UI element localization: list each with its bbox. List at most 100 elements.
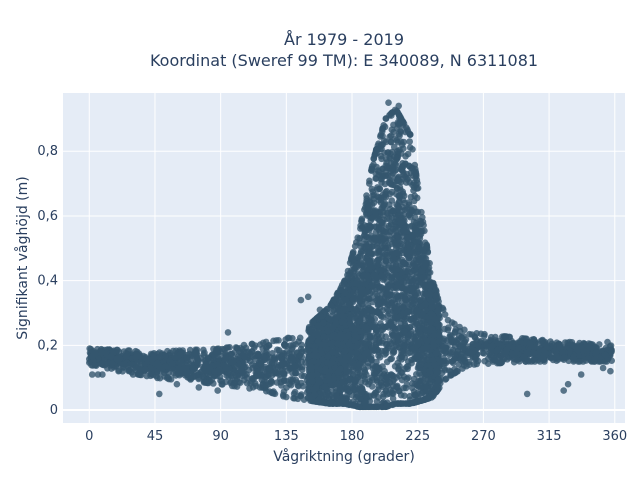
data-point: [411, 351, 418, 358]
data-point: [342, 354, 349, 361]
data-point: [366, 178, 373, 185]
data-point: [173, 372, 180, 379]
data-point: [362, 369, 369, 376]
data-point: [351, 266, 358, 273]
data-point: [393, 242, 400, 249]
data-point: [391, 160, 398, 167]
data-point: [224, 372, 231, 379]
data-point: [388, 112, 395, 119]
data-point: [373, 327, 380, 334]
data-point: [454, 368, 461, 375]
data-point: [434, 369, 441, 376]
data-point: [390, 378, 397, 385]
data-point: [515, 345, 522, 352]
data-point: [257, 368, 264, 375]
data-point: [441, 365, 448, 372]
data-point: [233, 344, 240, 351]
data-point: [456, 324, 463, 331]
data-point: [362, 244, 369, 251]
data-point: [290, 357, 297, 364]
data-point: [415, 340, 422, 347]
data-point: [298, 349, 305, 356]
data-point: [241, 354, 248, 361]
data-point: [266, 365, 273, 372]
data-point: [374, 280, 381, 287]
data-point: [394, 400, 401, 407]
data-point: [501, 355, 508, 362]
data-point: [419, 228, 426, 235]
data-point: [390, 347, 397, 354]
data-point: [406, 138, 413, 145]
data-point: [492, 337, 499, 344]
data-point: [369, 299, 376, 306]
data-point: [408, 360, 415, 367]
data-point: [298, 393, 305, 400]
data-point: [134, 360, 141, 367]
data-point: [426, 265, 433, 272]
data-point: [517, 338, 524, 345]
data-point: [396, 363, 403, 370]
data-point: [391, 219, 398, 226]
data-point: [374, 184, 381, 191]
data-point: [398, 392, 405, 399]
data-point: [387, 168, 394, 175]
data-point: [342, 348, 349, 355]
data-point: [447, 371, 454, 378]
data-point: [164, 375, 171, 382]
data-point: [580, 347, 587, 354]
data-point: [342, 296, 349, 303]
data-point: [190, 366, 197, 373]
data-point: [323, 392, 330, 399]
data-point: [250, 376, 257, 383]
data-point: [447, 337, 454, 344]
data-point: [246, 385, 253, 392]
data-point: [246, 367, 253, 374]
data-point: [402, 261, 409, 268]
data-point: [603, 352, 610, 359]
data-point: [350, 250, 357, 257]
data-point: [434, 387, 441, 394]
data-point: [395, 148, 402, 155]
data-point: [359, 301, 366, 308]
data-point: [391, 232, 398, 239]
data-point: [382, 191, 389, 198]
data-point: [414, 195, 421, 202]
data-point: [462, 357, 469, 364]
data-point: [328, 398, 335, 405]
data-point: [291, 395, 298, 402]
data-point: [380, 391, 387, 398]
data-point: [352, 401, 359, 408]
data-point: [382, 245, 389, 252]
data-point: [549, 341, 556, 348]
data-point: [288, 378, 295, 385]
data-point: [425, 387, 432, 394]
data-point: [524, 350, 531, 357]
data-point: [309, 378, 316, 385]
chart-title-line2: Koordinat (Sweref 99 TM): E 340089, N 63…: [150, 51, 538, 70]
data-point: [409, 272, 416, 279]
data-point: [276, 352, 283, 359]
data-point: [378, 153, 385, 160]
data-point: [550, 357, 557, 364]
data-point: [401, 228, 408, 235]
data-point: [363, 404, 370, 411]
data-point: [415, 258, 422, 265]
data-point: [396, 121, 403, 128]
data-point: [409, 146, 416, 153]
data-point: [269, 390, 276, 397]
data-point: [362, 376, 369, 383]
data-point: [418, 351, 425, 358]
data-point: [172, 354, 179, 361]
data-point: [123, 353, 130, 360]
data-point: [402, 129, 409, 136]
data-point: [367, 398, 374, 405]
data-point: [367, 314, 374, 321]
data-point: [338, 387, 345, 394]
data-point: [382, 348, 389, 355]
data-point: [423, 242, 430, 249]
data-point: [368, 282, 375, 289]
data-point: [576, 340, 583, 347]
data-point: [205, 354, 212, 361]
data-point: [357, 354, 364, 361]
